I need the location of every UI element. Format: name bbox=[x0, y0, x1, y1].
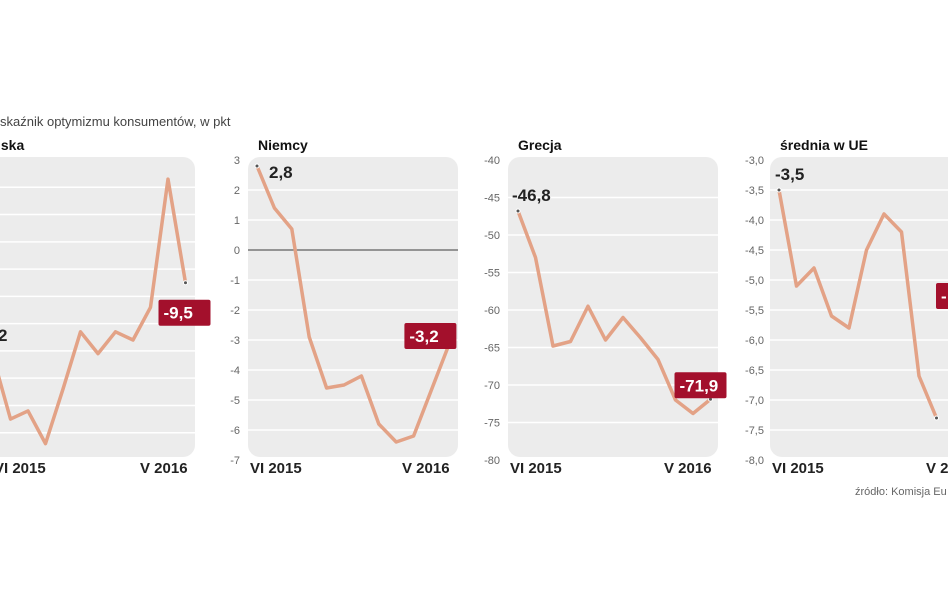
end-value-badge bbox=[936, 283, 948, 309]
end-value-badge bbox=[404, 323, 457, 349]
end-value-label: -71,9 bbox=[680, 376, 719, 395]
y-tick-label: -3,0 bbox=[745, 155, 764, 167]
y-tick-label: -2 bbox=[230, 305, 240, 317]
y-tick-label: -4,5 bbox=[745, 245, 764, 257]
y-tick-label: -7 bbox=[230, 455, 240, 467]
y-tick-label: -65 bbox=[484, 343, 500, 355]
x-label-start: VI 2015 bbox=[510, 460, 562, 477]
x-label-end: V 2 bbox=[926, 460, 948, 477]
y-tick-label: -4,0 bbox=[745, 215, 764, 227]
y-tick-label: -5,5 bbox=[745, 305, 764, 317]
series-line bbox=[255, 165, 451, 444]
panel-2: -40 -45 -50 -55 -60 -65 -70 -75 -80 Grecja VI 2015… bbox=[484, 137, 727, 477]
y-tick-label: -5,0 bbox=[745, 275, 764, 287]
y-tick-label: -5 bbox=[230, 395, 240, 407]
end-value-badge bbox=[158, 299, 211, 326]
panel-background bbox=[770, 157, 948, 457]
y-tick-label: 1 bbox=[234, 215, 240, 227]
end-value-label: -3,2 bbox=[409, 327, 438, 346]
y-tick-label: -7,0 bbox=[745, 395, 764, 407]
endpoint-marker bbox=[254, 163, 260, 169]
start-value-label: -3,5 bbox=[775, 165, 804, 184]
series-line bbox=[0, 177, 188, 446]
y-tick-label: -6 bbox=[230, 425, 240, 437]
endpoint-marker bbox=[776, 187, 782, 193]
series-line bbox=[516, 210, 712, 416]
y-tick-label: 2 bbox=[234, 185, 240, 197]
panel-title: średnia w UE bbox=[780, 137, 868, 153]
y-tick-label: -4 bbox=[230, 365, 240, 377]
panel-0: lska VI 2015 V 2016 2 -9,5 bbox=[0, 137, 211, 477]
panel-title: lska bbox=[0, 137, 24, 153]
start-value-label: 2 bbox=[0, 326, 7, 345]
end-value-badge bbox=[674, 372, 727, 399]
end-value-label: - bbox=[941, 287, 947, 306]
panel-title: Niemcy bbox=[258, 137, 308, 153]
y-tick-label: -45 bbox=[484, 193, 500, 205]
x-label-end: V 2016 bbox=[140, 460, 188, 477]
endpoint-marker bbox=[183, 280, 188, 286]
y-tick-label: -6,5 bbox=[745, 365, 764, 377]
y-tick-label: 3 bbox=[234, 155, 240, 167]
y-tick-label: -8,0 bbox=[745, 455, 764, 467]
panel-background bbox=[0, 157, 195, 457]
y-tick-label: -40 bbox=[484, 155, 500, 167]
y-tick-label: -55 bbox=[484, 268, 500, 280]
series-line bbox=[777, 189, 939, 419]
y-tick-label: -1 bbox=[230, 275, 240, 287]
y-tick-label: -70 bbox=[484, 380, 500, 392]
y-tick-label: -3 bbox=[230, 335, 240, 347]
x-label-end: V 2016 bbox=[664, 460, 712, 477]
panel-3: -3,0 -3,5 -4,0 -4,5 -5,0 -5,5 -6,0 -6,5 -7,0 -7,5… bbox=[745, 137, 948, 477]
panel-1: 3 2 1 0 -1 -2 -3 -4 -5 -6 -7 Niemcy VI 2015 V 2016 2,8… bbox=[230, 137, 458, 477]
start-value-label: 2,8 bbox=[269, 163, 293, 182]
chart-subtitle: skaźnik optymizmu konsumentów, w pkt bbox=[0, 114, 231, 129]
y-tick-label: -50 bbox=[484, 230, 500, 242]
endpoint-marker bbox=[515, 208, 521, 214]
x-label-end: V 2016 bbox=[402, 460, 450, 477]
panel-background bbox=[508, 157, 718, 457]
panel-title: Grecja bbox=[518, 137, 562, 153]
y-tick-label: -60 bbox=[484, 305, 500, 317]
start-value-label: -46,8 bbox=[512, 186, 551, 205]
x-label-start: VI 2015 bbox=[772, 460, 824, 477]
y-tick-label: 0 bbox=[234, 245, 240, 257]
y-tick-label: -80 bbox=[484, 455, 500, 467]
y-tick-label: -75 bbox=[484, 418, 500, 430]
y-tick-label: -3,5 bbox=[745, 185, 764, 197]
x-label-start: VI 2015 bbox=[0, 460, 46, 477]
x-label-start: VI 2015 bbox=[250, 460, 302, 477]
end-value-label: -9,5 bbox=[164, 304, 193, 323]
y-tick-label: -6,0 bbox=[745, 335, 764, 347]
endpoint-marker bbox=[934, 415, 939, 421]
panel-background bbox=[248, 157, 458, 457]
source-note: źródło: Komisja Eu bbox=[855, 486, 947, 498]
y-tick-label: -7,5 bbox=[745, 425, 764, 437]
